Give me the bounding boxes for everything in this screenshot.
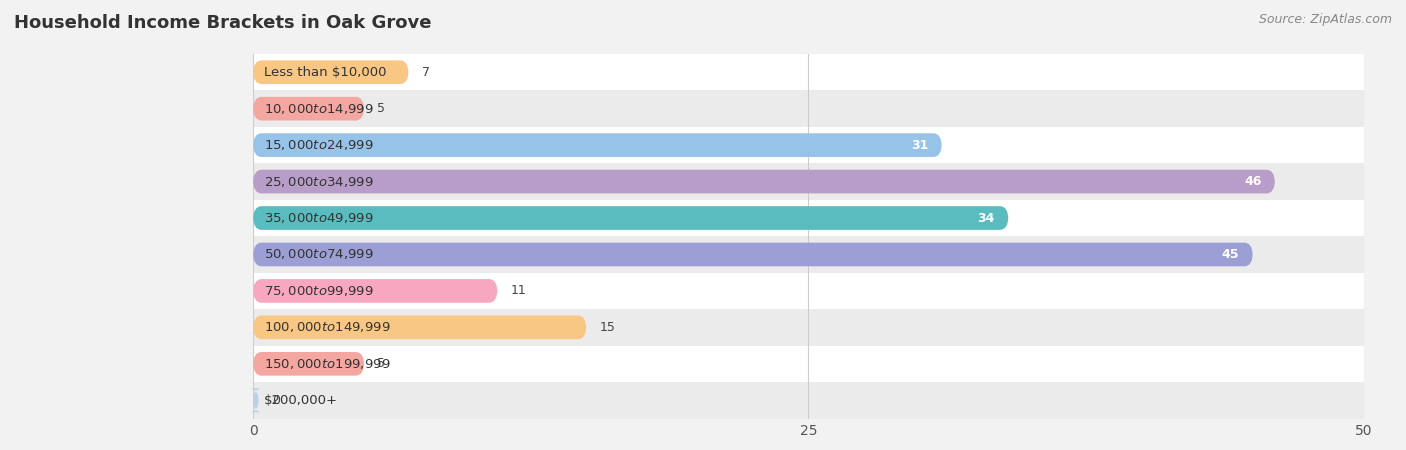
Text: 34: 34 — [977, 212, 995, 225]
FancyBboxPatch shape — [253, 315, 586, 339]
Bar — [253, 54, 1364, 90]
Text: 5: 5 — [377, 102, 385, 115]
Bar — [253, 309, 1364, 346]
Text: 0: 0 — [271, 394, 280, 407]
FancyBboxPatch shape — [253, 133, 942, 157]
Text: $10,000 to $14,999: $10,000 to $14,999 — [264, 102, 374, 116]
Text: 31: 31 — [911, 139, 928, 152]
Text: $35,000 to $49,999: $35,000 to $49,999 — [264, 211, 374, 225]
Text: $25,000 to $34,999: $25,000 to $34,999 — [264, 175, 374, 189]
FancyBboxPatch shape — [253, 206, 1008, 230]
FancyBboxPatch shape — [253, 60, 409, 84]
Text: Less than $10,000: Less than $10,000 — [264, 66, 387, 79]
FancyBboxPatch shape — [253, 243, 1253, 266]
Text: $100,000 to $149,999: $100,000 to $149,999 — [264, 320, 391, 334]
Text: 7: 7 — [422, 66, 430, 79]
Bar — [253, 382, 1364, 419]
Bar — [253, 346, 1364, 382]
FancyBboxPatch shape — [250, 388, 262, 412]
Bar — [253, 273, 1364, 309]
Text: Household Income Brackets in Oak Grove: Household Income Brackets in Oak Grove — [14, 14, 432, 32]
FancyBboxPatch shape — [253, 352, 364, 376]
Text: 46: 46 — [1244, 175, 1261, 188]
Bar — [253, 236, 1364, 273]
Bar — [253, 163, 1364, 200]
Text: 5: 5 — [377, 357, 385, 370]
Text: $150,000 to $199,999: $150,000 to $199,999 — [264, 357, 391, 371]
Bar — [253, 90, 1364, 127]
Bar — [253, 200, 1364, 236]
FancyBboxPatch shape — [253, 97, 364, 121]
Text: 45: 45 — [1222, 248, 1240, 261]
Text: $75,000 to $99,999: $75,000 to $99,999 — [264, 284, 374, 298]
Text: $50,000 to $74,999: $50,000 to $74,999 — [264, 248, 374, 261]
Text: 11: 11 — [510, 284, 526, 297]
Text: 15: 15 — [599, 321, 616, 334]
Text: $200,000+: $200,000+ — [264, 394, 339, 407]
FancyBboxPatch shape — [253, 279, 498, 303]
Bar — [253, 127, 1364, 163]
Text: $15,000 to $24,999: $15,000 to $24,999 — [264, 138, 374, 152]
FancyBboxPatch shape — [253, 170, 1275, 194]
Text: Source: ZipAtlas.com: Source: ZipAtlas.com — [1258, 14, 1392, 27]
